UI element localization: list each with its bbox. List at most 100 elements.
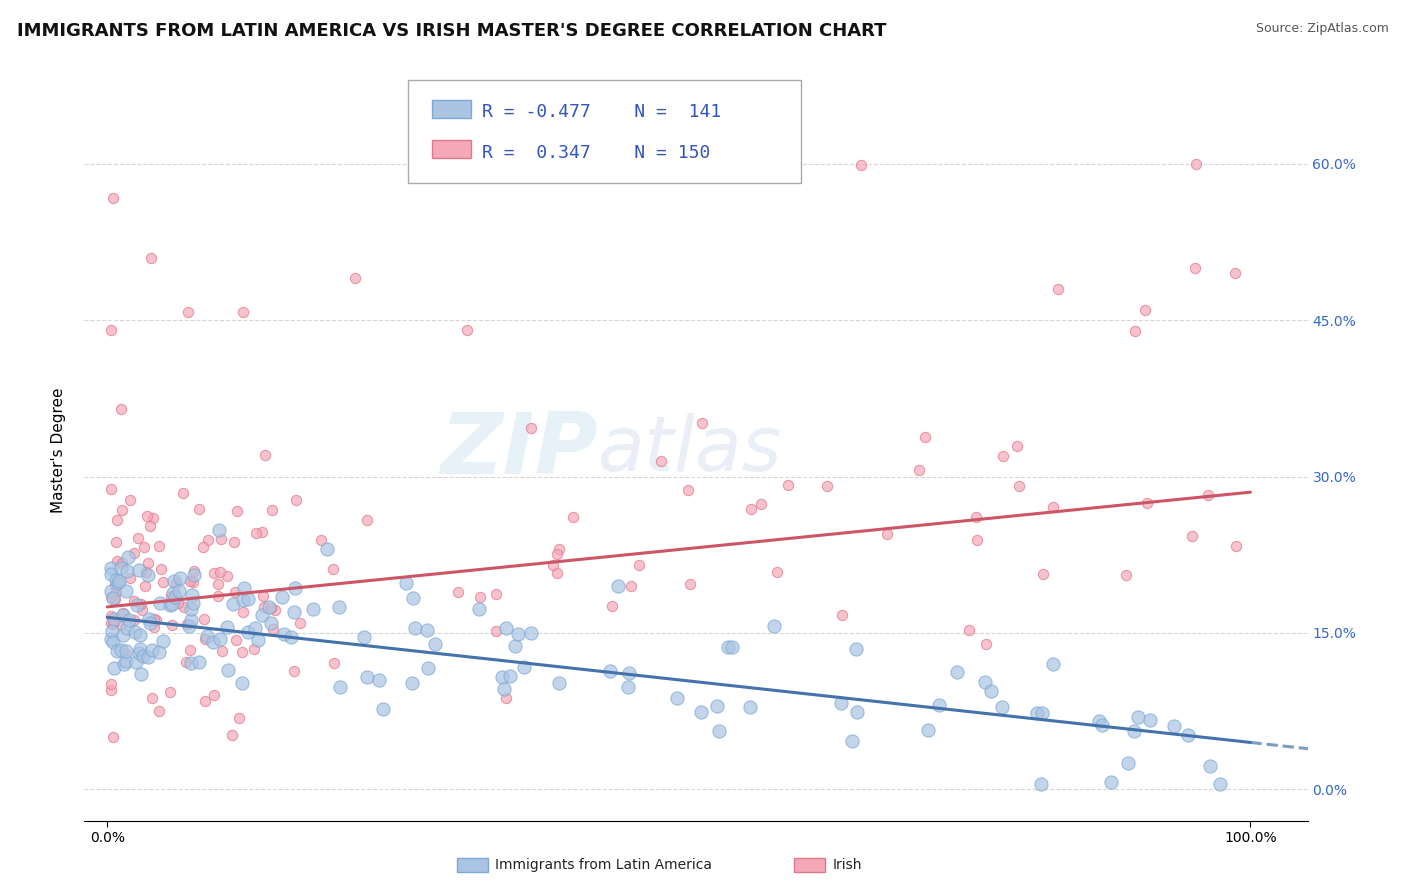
Point [562,510,585,524]
Text: atlas: atlas [598,414,783,487]
Point [546,566,568,580]
Point [143,620,166,634]
Point [484,586,506,600]
Point [100,624,122,639]
Point [111,503,134,517]
Point [689,705,711,719]
Point [1115,568,1137,582]
Point [222,597,245,611]
Point [150,562,173,576]
Point [100,561,122,575]
Point [100,566,122,581]
Point [104,534,127,549]
Point [160,618,183,632]
Point [831,608,853,623]
Point [104,573,127,587]
Point [160,590,183,604]
Text: IMMIGRANTS FROM LATIN AMERICA VS IRISH MASTER'S DEGREE CORRELATION CHART: IMMIGRANTS FROM LATIN AMERICA VS IRISH M… [17,22,886,40]
Point [908,463,931,477]
Point [160,597,183,611]
Point [162,585,184,599]
Point [257,599,280,614]
Point [721,640,744,654]
Point [845,705,868,719]
Point [1042,657,1064,671]
Point [207,577,229,591]
Point [236,625,259,640]
Point [208,566,231,580]
Point [1177,728,1199,742]
Point [142,510,165,524]
Point [129,642,152,657]
Point [740,502,762,516]
Point [284,581,307,595]
Point [1225,539,1247,553]
Point [104,578,127,592]
Text: R =  0.347    N = 150: R = 0.347 N = 150 [482,144,710,161]
Point [260,601,283,615]
Point [135,508,157,523]
Point [1091,717,1114,731]
Point [232,605,254,619]
Point [541,558,564,572]
Point [100,615,122,630]
Point [315,541,337,556]
Point [499,669,522,683]
Point [179,643,201,657]
Point [519,421,541,435]
Point [125,655,148,669]
Point [1135,302,1157,317]
Point [547,542,569,557]
Point [250,607,273,622]
Point [974,674,997,689]
Point [965,510,987,524]
Point [202,566,225,580]
Point [224,535,246,549]
Point [115,644,138,658]
Point [548,676,571,690]
Point [415,623,437,637]
Point [103,661,125,675]
Point [101,730,124,744]
Point [841,734,863,748]
Point [217,569,239,583]
Point [145,613,167,627]
Point [1181,528,1204,542]
Text: R = -0.477    N =  141: R = -0.477 N = 141 [482,103,721,121]
Point [169,571,191,585]
Point [209,533,232,547]
Point [194,632,217,647]
Point [1135,496,1157,510]
Point [815,479,838,493]
Point [676,483,699,498]
Point [707,723,730,738]
Point [600,599,623,614]
Point [103,591,125,606]
Point [323,656,346,670]
Point [1184,260,1206,275]
Point [117,550,139,565]
Point [990,699,1012,714]
Point [148,705,170,719]
Point [110,643,132,657]
Point [1122,724,1144,739]
Point [717,640,740,654]
Point [141,642,163,657]
Point [513,660,536,674]
Point [245,526,267,541]
Point [138,612,160,626]
Point [1223,266,1246,280]
Point [329,680,352,694]
Point [149,596,172,610]
Point [485,624,508,638]
Text: ZIP: ZIP [440,409,598,492]
Point [679,577,702,591]
Point [1088,714,1111,729]
Point [546,548,568,562]
Point [105,554,128,568]
Point [148,645,170,659]
Point [491,670,513,684]
Point [191,540,214,554]
Point [180,602,202,616]
Point [122,613,145,627]
